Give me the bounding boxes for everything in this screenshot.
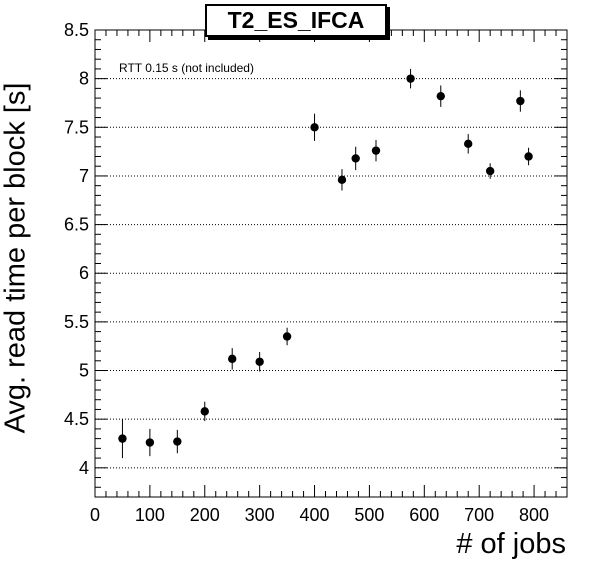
x-tick-label: 100 — [135, 505, 165, 525]
data-point — [118, 434, 127, 443]
y-tick-label: 6 — [79, 263, 89, 283]
x-tick-label: 800 — [519, 505, 549, 525]
x-tick-label: 300 — [245, 505, 275, 525]
data-point — [310, 123, 319, 132]
data-point — [464, 139, 473, 149]
data-point — [516, 96, 525, 106]
data-point — [485, 166, 495, 176]
y-tick-label: 8.5 — [64, 20, 89, 40]
x-tick-label: 0 — [90, 505, 100, 525]
x-tick-label: 400 — [300, 505, 330, 525]
data-point — [406, 74, 415, 83]
data-point — [200, 407, 209, 416]
axes — [94, 29, 568, 498]
y-tick-label: 4 — [79, 458, 89, 478]
x-tick-label: 200 — [190, 505, 220, 525]
x-tick-label: 500 — [354, 505, 384, 525]
y-tick-label: 5.5 — [64, 312, 89, 332]
data-point — [371, 146, 381, 155]
data-point — [282, 332, 292, 341]
y-tick-label: 8 — [79, 69, 89, 89]
data-point — [436, 91, 445, 101]
y-axis-label: Avg. read time per block [s] — [0, 82, 32, 434]
x-axis-label: # of jobs — [456, 528, 566, 560]
data-points — [118, 68, 533, 459]
axis-ticks — [94, 29, 568, 498]
data-point — [145, 438, 155, 447]
y-tick-label: 7.5 — [64, 117, 89, 137]
data-point — [173, 437, 182, 446]
data-point — [524, 152, 533, 161]
grid-lines — [95, 29, 567, 469]
y-tick-label: 7 — [79, 166, 89, 186]
y-tick-label: 5 — [79, 361, 89, 381]
data-point — [351, 154, 360, 163]
x-tick-label: 700 — [464, 505, 494, 525]
chart-title: T2_ES_IFCA — [205, 4, 387, 37]
data-point — [337, 175, 347, 185]
annotation-text: RTT 0.15 s (not included) — [119, 61, 254, 75]
x-tick-label: 600 — [409, 505, 439, 525]
y-tick-label: 4.5 — [64, 409, 89, 429]
plot-frame — [94, 29, 568, 498]
tick-labels: 0 100 200 300 400 500 600 700 800 4 4.5 5 5.5 6 6.5 7 7.… — [64, 20, 549, 525]
data-point — [228, 354, 237, 364]
y-tick-label: 6.5 — [64, 215, 89, 235]
data-point — [255, 357, 264, 366]
